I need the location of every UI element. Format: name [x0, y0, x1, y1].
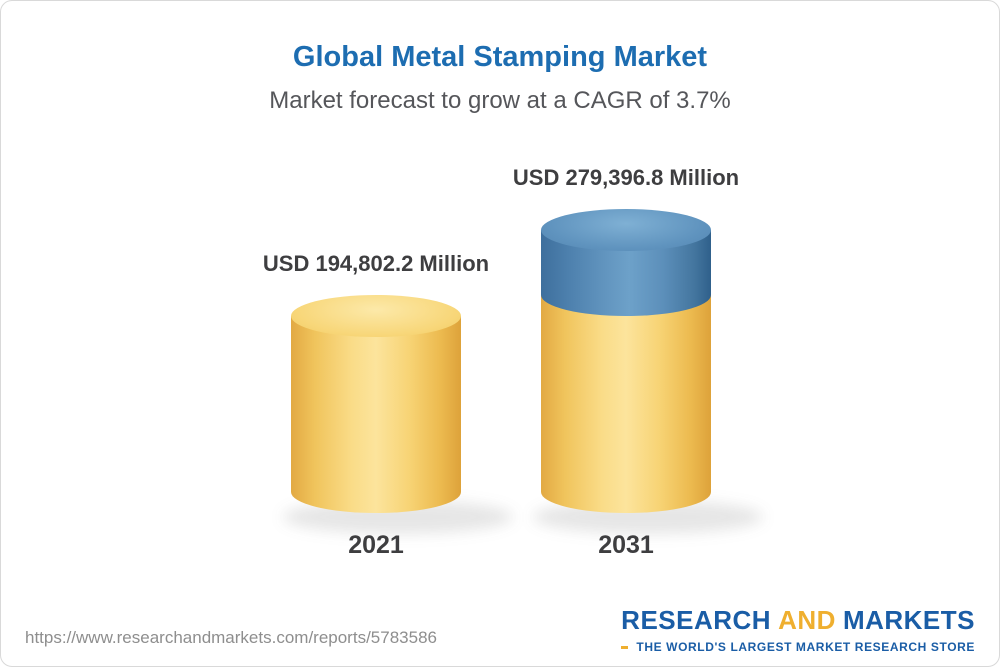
- logo-gold-rule: [621, 645, 629, 649]
- bar-2021: [291, 295, 461, 513]
- logo-tagline: THE WORLD'S LARGEST MARKET RESEARCH STOR…: [636, 640, 975, 654]
- source-url[interactable]: https://www.researchandmarkets.com/repor…: [25, 628, 437, 647]
- bar-2021-body: [291, 316, 461, 513]
- logo-tagline-row: THE WORLD'S LARGEST MARKET RESEARCH STOR…: [621, 640, 975, 654]
- bar-2031: [541, 209, 711, 513]
- year-label-2031: 2031: [598, 531, 654, 559]
- logo-word-and: AND: [778, 605, 836, 635]
- logo-word-markets: MARKETS: [842, 605, 975, 635]
- logo-word-research: RESEARCH: [621, 605, 772, 635]
- logo-wordmark: RESEARCH AND MARKETS: [621, 605, 975, 636]
- bar-2031-top-ellipse: [541, 209, 711, 251]
- value-label-2031: USD 279,396.8 Million: [512, 165, 740, 190]
- chart-subtitle: Market forecast to grow at a CAGR of 3.7…: [269, 87, 731, 114]
- value-label-2021: USD 194,802.2 Million: [262, 251, 490, 276]
- chart-title: Global Metal Stamping Market: [292, 41, 708, 73]
- bar-2021-top-ellipse: [291, 295, 461, 337]
- research-and-markets-logo: RESEARCH AND MARKETS THE WORLD'S LARGEST M…: [621, 605, 975, 654]
- year-label-2021: 2021: [348, 531, 404, 559]
